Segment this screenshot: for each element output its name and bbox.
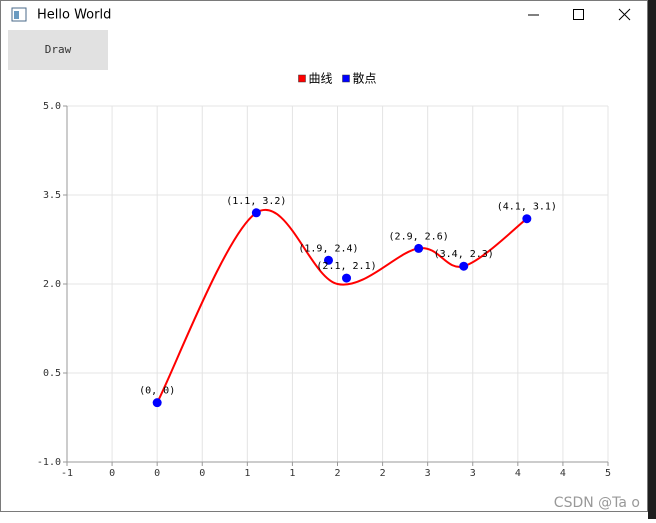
y-tick-label: 0.5 (43, 368, 61, 379)
legend-swatch (342, 74, 350, 83)
x-tick-label: -1 (61, 468, 73, 479)
x-tick-label: 0 (154, 468, 160, 479)
x-tick-label: 4 (515, 468, 521, 479)
point-label: (2.9, 2.6) (389, 231, 449, 242)
point-label: (2.1, 2.1) (316, 261, 376, 272)
point-label: (3.4, 2.3) (434, 249, 494, 260)
x-tick-label: 4 (560, 468, 566, 479)
watermark: CSDN @Ta o (554, 495, 640, 511)
scatter-point (522, 214, 532, 224)
draw-button[interactable] (8, 30, 108, 70)
editor-strip (648, 0, 656, 519)
x-tick-label: 2 (380, 468, 386, 479)
x-tick-label: 0 (199, 468, 205, 479)
y-tick-label: 2.0 (43, 279, 61, 290)
point-label: (4.1, 3.1) (497, 202, 557, 213)
x-tick-label: 5 (605, 468, 611, 479)
window (0, 0, 648, 512)
x-tick-label: 3 (425, 468, 431, 479)
scatter-point (152, 398, 162, 408)
close-button[interactable] (618, 8, 631, 21)
scatter-point (459, 261, 469, 271)
legend-swatch (298, 74, 306, 83)
scatter-point (323, 255, 333, 265)
scatter-point (342, 273, 352, 283)
x-tick-label: 2 (334, 468, 340, 479)
scatter-point (414, 243, 424, 253)
window-icon-inner (14, 11, 19, 19)
x-tick-label: 3 (470, 468, 476, 479)
maximize-button[interactable] (573, 9, 584, 20)
x-tick-label: 0 (109, 468, 115, 479)
y-tick-label: -1.0 (37, 457, 61, 468)
chart: -1 0 0 0 1 1 2 2 3 3 4 4 5 -1.0 0.5 2.0 3.5 5.0 曲线 散点 (0, 0)… (37, 71, 611, 480)
y-tick-label: 5.0 (43, 101, 61, 112)
x-tick-label: 1 (289, 468, 295, 479)
draw-button-label[interactable]: Draw (45, 43, 72, 56)
y-tick-label: 3.5 (43, 190, 61, 201)
point-label: (0, 0) (139, 386, 175, 397)
point-label: (1.1, 3.2) (226, 196, 286, 207)
window-title: Hello World (37, 8, 111, 23)
legend: 曲线 散点 (298, 71, 377, 86)
legend-label: 曲线 (308, 72, 332, 86)
x-tick-label: 1 (244, 468, 250, 479)
scatter-point (251, 208, 261, 218)
point-label: (1.9, 2.4) (298, 243, 358, 254)
legend-label: 散点 (353, 71, 377, 86)
